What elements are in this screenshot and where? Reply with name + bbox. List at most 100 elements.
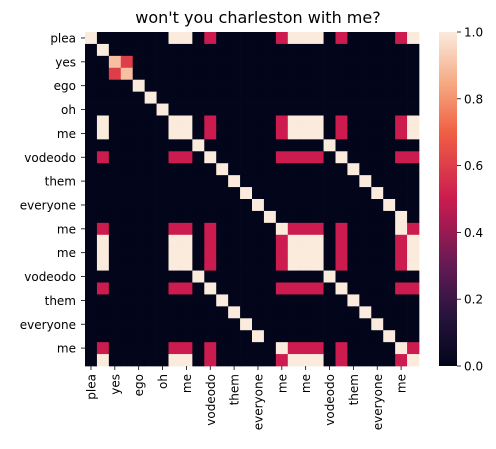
heatmap-cell	[383, 103, 396, 116]
heatmap-cell	[120, 43, 134, 57]
row-tick-label: everyone	[20, 318, 76, 332]
heatmap-cell	[144, 306, 157, 319]
heatmap-cell	[96, 354, 110, 367]
heatmap-cell	[335, 354, 348, 367]
heatmap-cell	[180, 55, 193, 69]
heatmap-cell	[371, 258, 384, 271]
heatmap-cell	[96, 67, 110, 81]
heatmap-cell	[252, 258, 265, 271]
heatmap-cell	[335, 127, 348, 140]
heatmap-cell	[263, 67, 277, 81]
heatmap-cell	[132, 294, 145, 307]
heatmap-cell	[299, 306, 312, 319]
heatmap-cell	[335, 282, 348, 295]
heatmap-cell	[180, 115, 193, 128]
heatmap-cell	[228, 103, 241, 116]
heatmap-cell	[228, 67, 241, 81]
heatmap-cell	[156, 234, 169, 248]
heatmap-cell	[216, 234, 229, 248]
heatmap-cell	[335, 222, 348, 236]
heatmap-cell	[371, 306, 384, 319]
heatmap-cell	[228, 234, 241, 248]
heatmap-cell	[204, 330, 217, 343]
heatmap-cell	[335, 199, 348, 212]
heatmap-cell	[156, 67, 169, 81]
heatmap-cell	[180, 270, 193, 283]
heatmap-cell	[335, 67, 348, 81]
heatmap-cell	[156, 306, 169, 319]
heatmap-cell	[275, 330, 289, 343]
heatmap-cell	[120, 270, 134, 283]
heatmap-cell	[263, 55, 277, 69]
heatmap-cell	[287, 79, 301, 92]
heatmap-cell	[347, 43, 360, 57]
heatmap-cell	[156, 330, 169, 343]
heatmap-cell	[263, 79, 277, 92]
heatmap-cell	[228, 354, 241, 367]
heatmap-cell	[96, 234, 110, 248]
heatmap-cell	[192, 354, 205, 367]
heatmap-cell	[228, 32, 241, 45]
heatmap-cell	[180, 175, 193, 188]
heatmap-cell	[287, 246, 301, 259]
heatmap-cell	[180, 139, 193, 152]
heatmap-cell	[120, 67, 134, 81]
heatmap-cell	[359, 330, 372, 343]
heatmap-cell	[371, 55, 384, 69]
heatmap-cell	[311, 294, 324, 307]
heatmap-cell	[85, 246, 98, 259]
heatmap-cell	[108, 294, 122, 307]
heatmap-cell	[132, 306, 145, 319]
heatmap-cell	[156, 210, 169, 224]
heatmap-cell	[204, 91, 217, 104]
heatmap-cell	[108, 318, 122, 331]
heatmap-cell	[85, 199, 98, 212]
heatmap-cell	[120, 330, 134, 343]
heatmap-cell	[216, 103, 229, 116]
heatmap-cell	[335, 139, 348, 152]
heatmap-cell	[192, 151, 205, 164]
heatmap-cell	[371, 246, 384, 259]
heatmap-cell	[216, 330, 229, 343]
heatmap-cell	[311, 306, 324, 319]
heatmap-cell	[347, 175, 360, 188]
heatmap-cell	[323, 67, 336, 81]
heatmap-cell	[252, 103, 265, 116]
heatmap-cell	[311, 199, 324, 212]
heatmap-cell	[240, 210, 253, 224]
heatmap-cell	[180, 318, 193, 331]
heatmap-cell	[180, 187, 193, 200]
heatmap-cell	[204, 342, 217, 355]
heatmap-cell	[180, 330, 193, 343]
heatmap-cell	[383, 55, 396, 69]
heatmap-cell	[156, 127, 169, 140]
heatmap-cell	[383, 342, 396, 355]
heatmap-cell	[383, 79, 396, 92]
heatmap-cell	[287, 210, 301, 224]
heatmap-cell	[240, 354, 253, 367]
heatmap-cell	[85, 163, 98, 176]
heatmap-cell	[85, 115, 98, 128]
heatmap-cell	[275, 210, 289, 224]
heatmap-cell	[108, 282, 122, 295]
heatmap-cells	[85, 32, 420, 367]
heatmap-cell	[132, 32, 145, 45]
heatmap-cell	[359, 139, 372, 152]
heatmap-cell	[204, 43, 217, 57]
heatmap-cell	[323, 103, 336, 116]
heatmap-cell	[96, 306, 110, 319]
heatmap-cell	[335, 270, 348, 283]
heatmap-cell	[371, 318, 384, 331]
heatmap-cell	[395, 103, 408, 116]
heatmap-cell	[192, 330, 205, 343]
heatmap-cell	[216, 199, 229, 212]
heatmap-cell	[299, 151, 312, 164]
heatmap-cell	[168, 306, 181, 319]
heatmap-cell	[335, 32, 348, 45]
heatmap-cell	[395, 67, 408, 81]
heatmap-cell	[240, 79, 253, 92]
heatmap-cell	[347, 210, 360, 224]
heatmap-cell	[192, 282, 205, 295]
heatmap-cell	[323, 354, 336, 367]
heatmap-cell	[156, 151, 169, 164]
